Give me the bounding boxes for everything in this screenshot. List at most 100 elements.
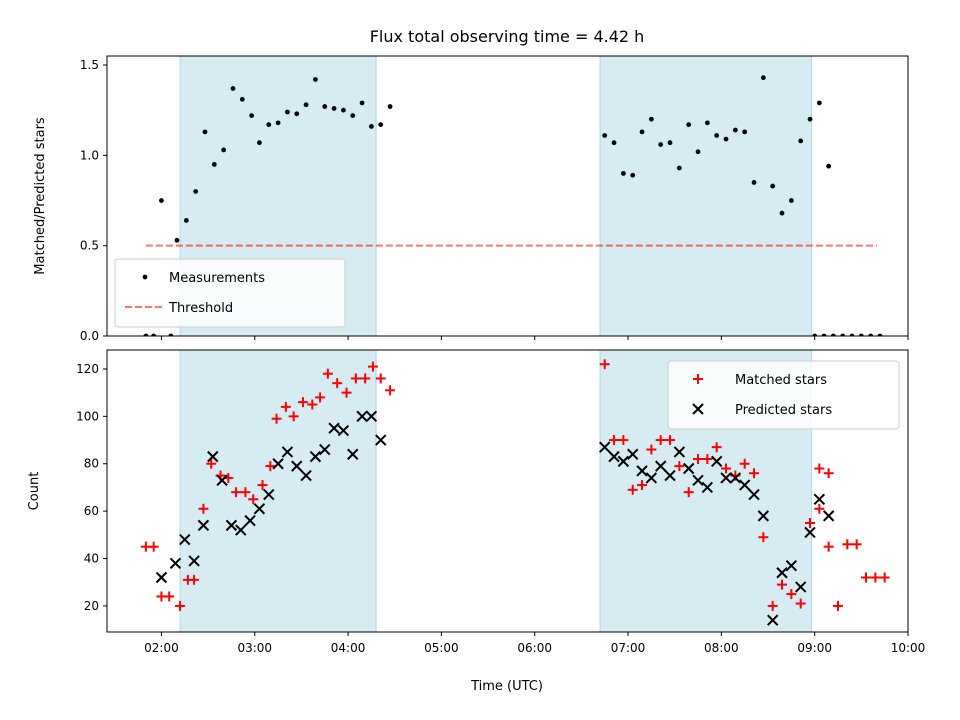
predicted-star-point	[155, 571, 168, 584]
predicted-star-point	[785, 559, 798, 572]
measurement-point	[239, 96, 245, 102]
y-axis-label: Matched/Predicted stars	[33, 117, 48, 275]
y-axis-label: Count	[27, 472, 42, 511]
matched-star-point	[739, 458, 750, 469]
predicted-star-point	[794, 581, 807, 593]
predicted-star-point	[169, 557, 182, 569]
measurement-point	[285, 109, 290, 115]
y-tick-label: 100	[76, 409, 99, 423]
predicted-star-point	[822, 510, 835, 522]
measurement-point	[658, 142, 664, 147]
matched-star-point	[646, 444, 657, 455]
predicted-star-point	[654, 460, 667, 472]
measurement-point	[230, 86, 236, 91]
legend-marker-measurements	[142, 274, 148, 280]
measurement-point	[821, 333, 827, 336]
predicted-star-point	[179, 533, 191, 546]
matched-star-point	[257, 480, 268, 491]
predicted-star-point	[337, 424, 350, 437]
measurement-point	[221, 147, 227, 153]
matched-star-point	[870, 572, 881, 583]
matched-star-point	[322, 368, 333, 379]
predicted-star-point	[682, 462, 695, 475]
matched-star-point	[280, 401, 291, 412]
measurement-point	[620, 171, 626, 176]
matched-star-point	[341, 387, 352, 398]
measurement-point	[667, 140, 673, 146]
matched-star-point	[711, 442, 722, 453]
predicted-star-point	[664, 469, 676, 482]
predicted-star-point	[748, 488, 760, 501]
measurement-point	[143, 333, 149, 336]
x-tick-label: 04:00	[331, 641, 366, 655]
ratio-panel: 0.0 0.5 1.0 1.5 Matched/Predicted stars Measu…	[33, 55, 909, 343]
predicted-star-point	[692, 474, 704, 487]
measurement-point	[695, 149, 701, 155]
y-tick-label: 0.5	[80, 239, 99, 253]
legend-label: Predicted stars	[735, 403, 832, 418]
matched-star-point	[786, 589, 797, 600]
matched-star-point	[627, 484, 638, 495]
measurement-point	[760, 75, 766, 81]
matched-star-point	[350, 373, 361, 384]
x-tick-label: 10:00	[891, 641, 926, 655]
matched-star-point	[271, 413, 282, 424]
axes-frame	[106, 55, 909, 337]
matched-star-point	[823, 468, 834, 479]
legend-marker-matched	[693, 374, 703, 384]
matched-star-point	[823, 541, 834, 552]
matched-star-point	[767, 600, 778, 611]
measurement-point	[151, 333, 157, 336]
measurement-point	[714, 133, 720, 138]
measurement-point	[602, 133, 608, 138]
measurement-point	[639, 129, 645, 135]
measurement-point	[751, 180, 757, 185]
predicted-star-point	[225, 519, 238, 532]
matched-star-point	[599, 359, 610, 370]
predicted-star-point	[197, 519, 210, 532]
matched-star-point	[693, 454, 704, 465]
predicted-star-point	[729, 472, 742, 484]
measurement-point	[812, 333, 818, 336]
matched-star-point	[861, 572, 872, 583]
matched-star-point	[777, 579, 788, 590]
measurement-point	[686, 122, 692, 128]
legend-box	[667, 360, 900, 430]
y-tick-label: 1.0	[80, 148, 99, 162]
measurement-point	[387, 104, 393, 109]
predicted-star-point	[356, 410, 368, 423]
measurement-point	[249, 113, 255, 119]
matched-star-point	[665, 435, 676, 446]
predicted-star-point	[645, 472, 658, 484]
matched-star-point	[879, 572, 890, 583]
matched-star-point	[721, 463, 732, 474]
predicted-star-point	[599, 441, 611, 453]
measurement-point	[830, 333, 836, 336]
predicted-star-point	[347, 448, 359, 460]
predicted-star-point	[263, 488, 275, 501]
matched-star-point	[164, 591, 175, 602]
matched-star-point	[332, 378, 343, 389]
predicted-star-point	[328, 422, 340, 434]
measurement-point	[788, 198, 794, 203]
measurement-point	[676, 165, 682, 171]
measurement-point	[341, 107, 346, 113]
predicted-star-point	[701, 481, 714, 494]
legend-box	[114, 258, 346, 328]
matched-star-point	[749, 468, 760, 479]
matched-star-point	[240, 487, 251, 498]
measurement-point	[826, 163, 832, 169]
measurement-point	[266, 122, 272, 128]
measurement-point	[704, 120, 710, 126]
x-tick-label: 05:00	[424, 641, 459, 655]
predicted-star-point	[309, 450, 322, 463]
matched-star-point	[307, 399, 318, 410]
matched-star-point	[814, 463, 825, 474]
matched-star-point	[385, 385, 396, 396]
measurement-point	[648, 116, 654, 122]
predicted-star-point	[188, 555, 200, 567]
predicted-star-point	[365, 410, 378, 423]
y-tick-label: 80	[84, 457, 99, 471]
matched-star-point	[655, 435, 666, 446]
measurement-point	[770, 183, 776, 189]
